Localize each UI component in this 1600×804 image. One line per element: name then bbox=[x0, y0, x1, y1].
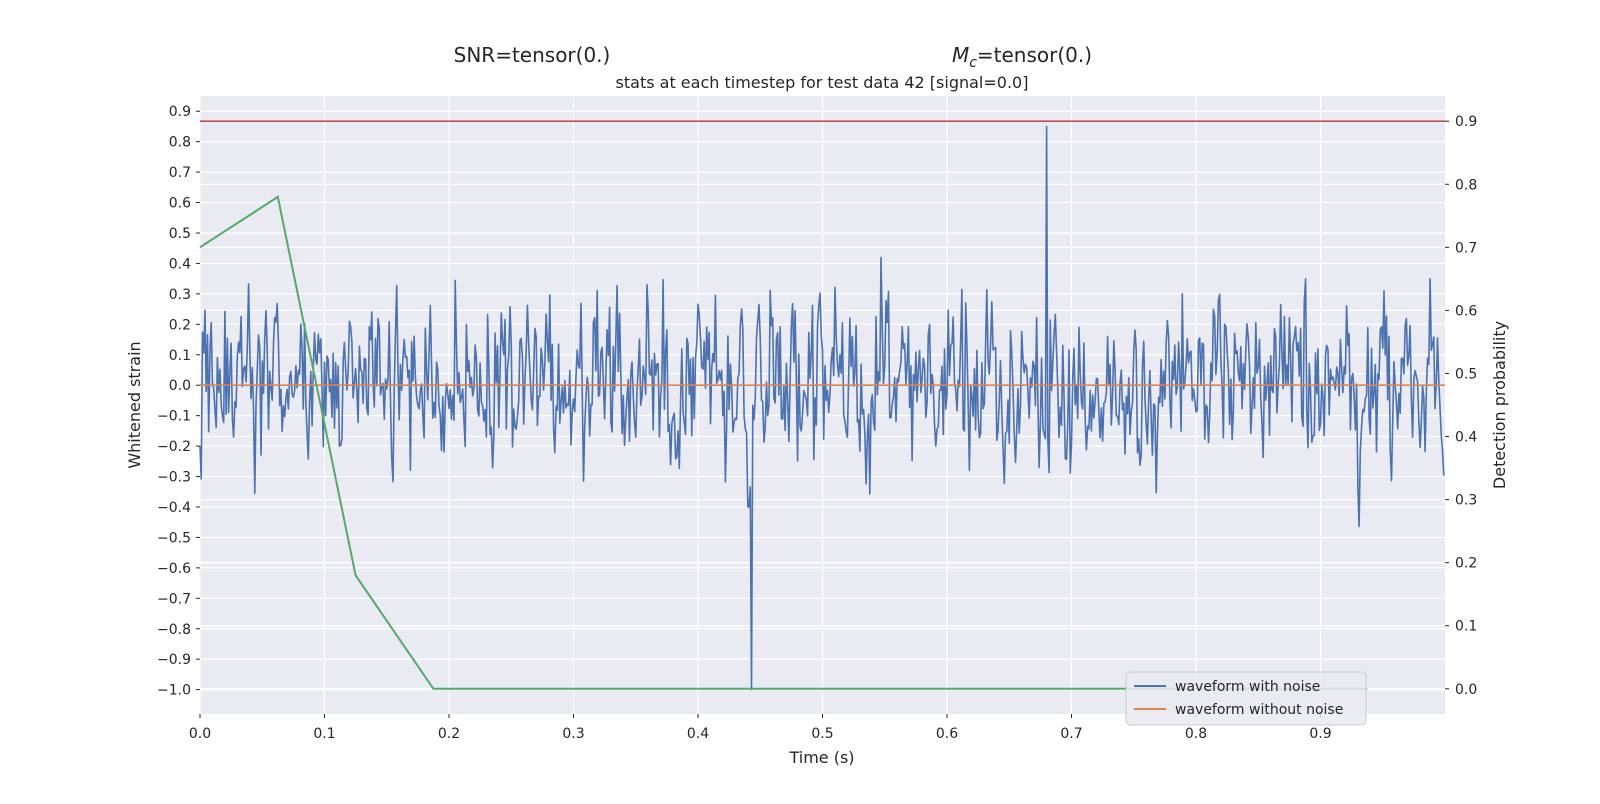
y-tick-label-3: 0.6 bbox=[169, 196, 191, 212]
mc-header: Mc=tensor(0.) bbox=[952, 43, 1092, 71]
series-waveform-with-noise bbox=[199, 125, 1445, 691]
y-tick-label-10: −0.1 bbox=[157, 409, 191, 425]
y2-tick-label-3: 0.6 bbox=[1455, 303, 1477, 319]
y-tick-label-2: 0.7 bbox=[169, 165, 191, 181]
legend-label-clean: waveform without noise bbox=[1175, 702, 1343, 718]
y-tick-label-7: 0.2 bbox=[169, 317, 191, 333]
x-axis-label: Time (s) bbox=[788, 748, 854, 767]
y2-tick-label-1: 0.8 bbox=[1455, 177, 1477, 193]
y-tick-label-14: −0.5 bbox=[157, 530, 191, 546]
y-tick-label-13: −0.4 bbox=[157, 500, 191, 516]
y-tick-label-11: −0.2 bbox=[157, 439, 191, 455]
y-tick-label-1: 0.8 bbox=[169, 135, 191, 151]
x-tick-label-7: 0.7 bbox=[1060, 726, 1082, 742]
y-tick-label-15: −0.6 bbox=[157, 561, 191, 577]
legend-box bbox=[1125, 671, 1367, 726]
x-tick-label-2: 0.2 bbox=[438, 726, 460, 742]
y-tick-label-17: −0.8 bbox=[157, 622, 191, 638]
x-tick-label-6: 0.6 bbox=[936, 726, 958, 742]
y-tick-label-6: 0.3 bbox=[169, 287, 191, 303]
y2-tick-label-4: 0.5 bbox=[1455, 366, 1477, 382]
x-ticks: 0.0 0.1 0.2 0.3 0.4 0.5 0.6 0.7 0.8 0.9 bbox=[189, 714, 1332, 742]
y2-tick-label-2: 0.7 bbox=[1455, 240, 1477, 256]
y-tick-label-9: 0.0 bbox=[169, 378, 191, 394]
y-tick-label-18: −0.9 bbox=[157, 652, 191, 668]
y2-axis-label: Detection probability bbox=[1490, 321, 1509, 489]
x-tick-label-4: 0.4 bbox=[687, 726, 709, 742]
y-tick-label-4: 0.5 bbox=[169, 226, 191, 242]
y-tick-label-12: −0.3 bbox=[157, 470, 191, 486]
x-tick-label-9: 0.9 bbox=[1309, 726, 1331, 742]
snr-header: SNR=tensor(0.) bbox=[454, 43, 611, 67]
y-tick-label-8: 0.1 bbox=[169, 348, 191, 364]
y-axis-label: Whitened strain bbox=[125, 341, 144, 468]
legend: waveform with noise waveform without noi… bbox=[1125, 671, 1367, 726]
y2-ticks: 0.9 0.8 0.7 0.6 0.5 0.4 0.3 0.2 0.1 0.0 bbox=[1445, 114, 1477, 698]
legend-label-noise: waveform with noise bbox=[1175, 679, 1320, 695]
x-tick-label-3: 0.3 bbox=[562, 726, 584, 742]
x-tick-label-8: 0.8 bbox=[1185, 726, 1207, 742]
y2-tick-label-0: 0.9 bbox=[1455, 114, 1477, 130]
y2-tick-label-7: 0.2 bbox=[1455, 556, 1477, 572]
y2-tick-label-5: 0.4 bbox=[1455, 430, 1477, 446]
y-tick-label-0: 0.9 bbox=[169, 104, 191, 120]
y-tick-label-5: 0.4 bbox=[169, 256, 191, 272]
x-tick-label-0: 0.0 bbox=[189, 726, 211, 742]
chart-title: stats at each timestep for test data 42 … bbox=[616, 73, 1029, 92]
y-ticks: 0.9 0.8 0.7 0.6 0.5 0.4 0.3 0.2 0.1 0.0 −0.1 −0.2 −0… bbox=[157, 104, 200, 699]
y2-tick-label-9: 0.0 bbox=[1455, 682, 1477, 698]
y2-tick-label-6: 0.3 bbox=[1455, 493, 1477, 509]
x-tick-label-1: 0.1 bbox=[313, 726, 335, 742]
x-tick-label-5: 0.5 bbox=[811, 726, 833, 742]
y-tick-label-19: −1.0 bbox=[157, 683, 191, 699]
y2-tick-label-8: 0.1 bbox=[1455, 619, 1477, 635]
y-tick-label-16: −0.7 bbox=[157, 591, 191, 607]
